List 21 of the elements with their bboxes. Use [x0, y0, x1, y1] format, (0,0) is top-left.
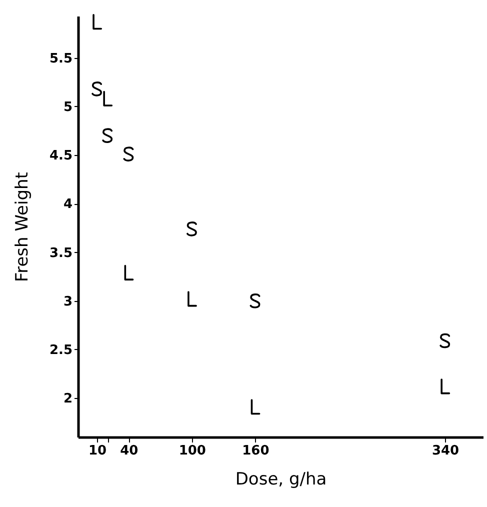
point	[186, 222, 197, 236]
x-tick-label: 340	[432, 444, 460, 458]
y-tick-label: 4.5	[49, 148, 72, 164]
y-tick-label: 2	[63, 392, 72, 407]
point	[102, 128, 113, 143]
x-tick-label: 40	[120, 444, 138, 458]
point	[440, 333, 450, 348]
x-axis-title: Dose, g/ha	[235, 470, 327, 490]
y-tick-label: 4	[63, 197, 72, 212]
point	[250, 294, 260, 308]
y-tick-label: 5	[63, 100, 72, 115]
y-axis-title: Fresh Weight	[12, 172, 32, 282]
y-tick-label: 5.5	[49, 51, 72, 66]
point	[92, 82, 102, 96]
x-tick-label: 160	[242, 444, 270, 458]
y-tick-label: 3.5	[49, 246, 72, 261]
x-tick-label: 100	[178, 444, 206, 458]
x-tick-label: 10	[88, 444, 107, 458]
y-tick-label: 3	[63, 294, 72, 310]
point	[123, 146, 134, 162]
y-tick-label: 2.5	[49, 342, 72, 358]
